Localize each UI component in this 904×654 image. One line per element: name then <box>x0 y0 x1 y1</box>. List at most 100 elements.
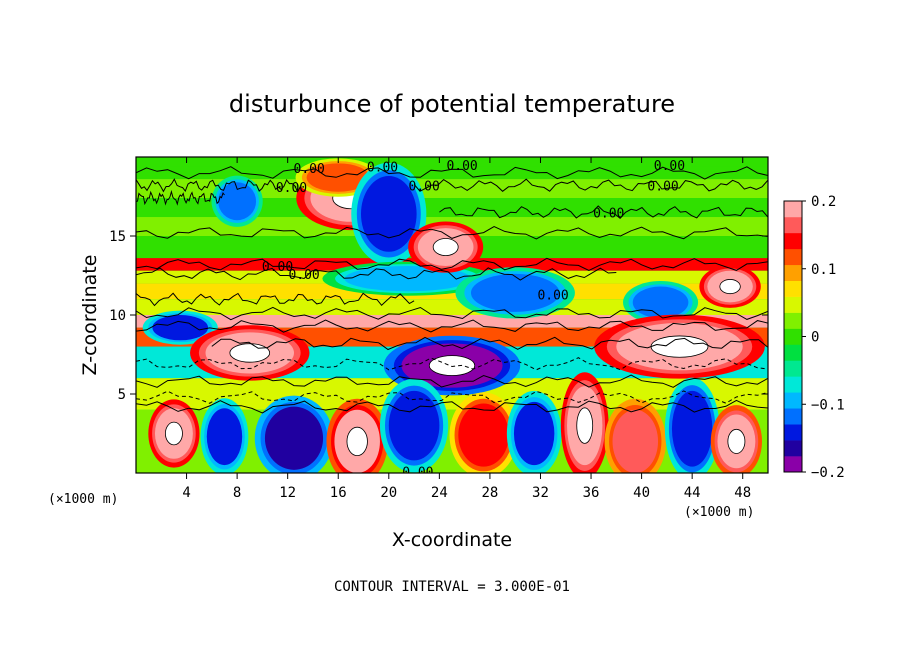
saturated-core <box>164 421 183 446</box>
chart-title: disturbunce of potential temperature <box>229 90 675 118</box>
contour-line <box>136 399 768 414</box>
colorbar-segment <box>784 201 802 218</box>
x-tick-label: 12 <box>279 485 296 501</box>
colorbar-segment <box>784 232 802 250</box>
contour-line <box>136 226 768 240</box>
contour-labels: 0.00 0.00 0.00 0.000.00 0.00 0.000.000.000.00… <box>262 159 685 480</box>
saturated-core <box>229 343 271 363</box>
x-tick-label: 32 <box>532 485 549 501</box>
value-band <box>136 299 768 315</box>
contour-line <box>136 306 768 321</box>
x-axis: 4 8 12 16 20 24 28 32 36 40 44 48 <box>182 157 751 501</box>
value-blob <box>218 182 257 221</box>
value-blob <box>632 286 689 319</box>
x-tick-label: 40 <box>633 485 650 501</box>
colorbar-segment <box>784 216 802 234</box>
contour-label: 0.00 <box>262 260 293 275</box>
x-tick-label: 36 <box>583 485 600 501</box>
colorbar-label: −0.2 <box>811 465 845 481</box>
colorbar-segment <box>784 248 802 266</box>
contour-line <box>136 292 415 307</box>
colorbar-segment <box>784 376 802 393</box>
x-tick-label: 8 <box>233 485 241 501</box>
saturated-core <box>432 238 459 256</box>
value-blob <box>206 408 243 466</box>
colorbar-segment <box>784 312 802 329</box>
value-blob <box>513 401 555 466</box>
contour-line <box>136 189 225 206</box>
value-blob <box>388 390 440 461</box>
contour-lines <box>136 166 768 414</box>
saturated-core <box>727 428 746 454</box>
contour-label: 0.00 <box>402 465 433 480</box>
x-tick-label: 44 <box>684 485 701 501</box>
contour-line <box>413 178 768 192</box>
colorbar-segment <box>784 264 802 282</box>
contour-label: 0.00 <box>409 179 440 194</box>
colorbar-segment <box>784 424 802 441</box>
contour-line <box>136 374 768 388</box>
contour-line <box>136 319 768 333</box>
value-blob <box>671 390 713 467</box>
contour-line <box>439 205 768 219</box>
contour-label: 0.00 <box>276 181 307 196</box>
contour-label: 0.00 <box>537 288 568 303</box>
y-unit-note: (×1000 m) <box>48 492 118 507</box>
value-blob <box>470 273 560 312</box>
value-blob <box>458 403 509 467</box>
contour-label: 0.00 <box>367 160 398 175</box>
contour-label: 0.00 <box>294 162 325 177</box>
contour-line <box>136 267 617 281</box>
value-band <box>136 198 768 218</box>
value-band <box>136 157 768 167</box>
colorbar: 0.2 0.1 0 −0.1 −0.2 <box>783 194 845 481</box>
contour-label: 0.00 <box>647 179 678 194</box>
colorbar-label: 0.1 <box>811 262 836 278</box>
x-tick-label: 4 <box>182 485 190 501</box>
colorbar-segment <box>784 440 802 457</box>
colorbar-label: 0 <box>811 330 819 346</box>
contour-line <box>136 257 768 272</box>
colorbar-segment <box>784 296 802 313</box>
value-blob <box>264 406 324 470</box>
value-blob <box>152 315 209 341</box>
y-axis: 5 10 15 <box>109 229 768 403</box>
contour-line <box>136 390 768 404</box>
contour-label: 0.00 <box>288 268 319 283</box>
contour-line <box>211 336 768 351</box>
contour-label: 0.00 <box>593 206 624 221</box>
contour-label: 0.00 <box>446 159 477 174</box>
colorbar-segment <box>784 328 802 345</box>
x-tick-label: 16 <box>330 485 347 501</box>
x-tick-label: 28 <box>481 485 498 501</box>
saturated-core <box>346 426 368 457</box>
y-axis-label: Z-coordinate <box>79 255 101 376</box>
colorbar-segment <box>784 280 802 297</box>
colorbar-segment <box>784 456 802 473</box>
value-blobs <box>142 158 765 473</box>
y-tick-label: 15 <box>109 229 126 245</box>
value-blob <box>306 163 370 192</box>
colorbar-label: 0.2 <box>811 194 836 210</box>
contour-label: 0.00 <box>654 159 685 174</box>
contour-interval-note: CONTOUR INTERVAL = 3.000E-01 <box>334 579 570 595</box>
contour-line <box>136 166 768 180</box>
colorbar-segment <box>784 392 802 409</box>
y-tick-label: 10 <box>109 308 126 324</box>
value-band <box>136 179 768 199</box>
x-axis-label: X-coordinate <box>392 529 512 551</box>
x-unit-note: (×1000 m) <box>684 505 754 520</box>
saturated-core <box>576 407 594 444</box>
plot-area: 0.00 0.00 0.00 0.000.00 0.00 0.000.000.000.00… <box>136 157 768 480</box>
colorbar-segment <box>784 344 802 361</box>
value-band <box>136 315 768 328</box>
contour-line <box>136 178 301 193</box>
x-tick-label: 48 <box>734 485 751 501</box>
colorbar-segment <box>784 360 802 377</box>
x-tick-label: 24 <box>431 485 448 501</box>
x-tick-label: 20 <box>380 485 397 501</box>
y-tick-label: 5 <box>118 387 126 403</box>
contour-line <box>136 357 768 371</box>
saturated-core <box>719 279 741 295</box>
